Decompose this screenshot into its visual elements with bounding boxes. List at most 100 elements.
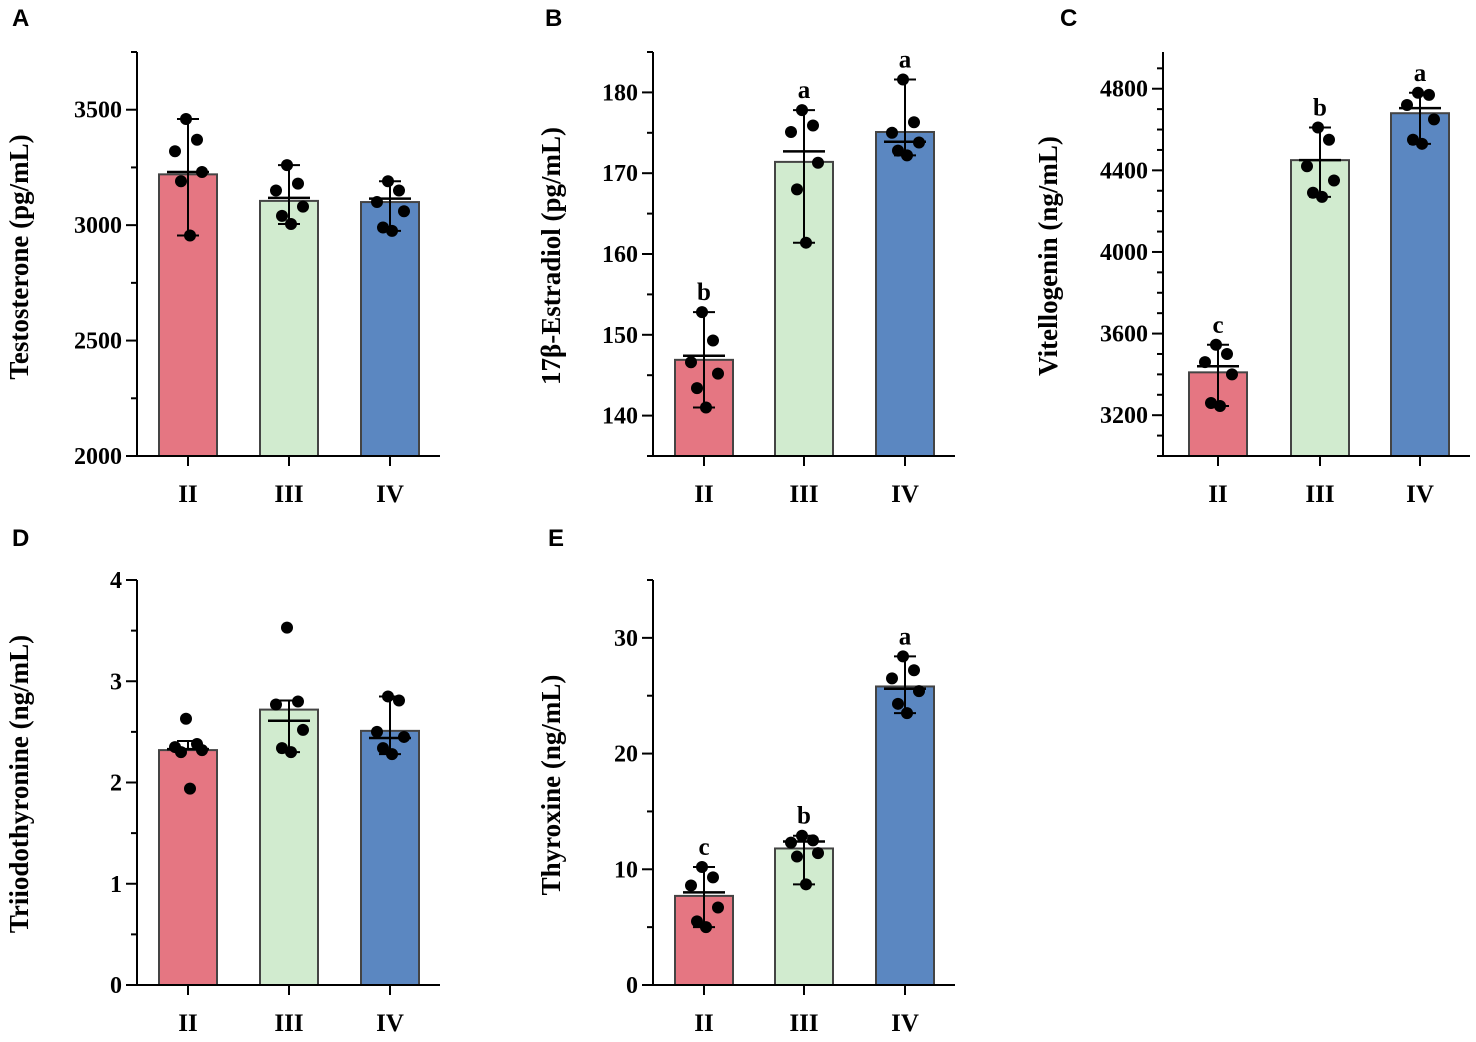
- data-point-C-III: [1328, 174, 1340, 187]
- data-point-A-II: [175, 175, 187, 188]
- y-axis-label-A: Testosterone (pg/mL): [4, 134, 34, 379]
- data-point-B-II: [712, 367, 724, 380]
- data-point-A-IV: [393, 184, 405, 197]
- data-point-B-IV: [913, 136, 925, 149]
- data-point-E-II: [696, 860, 708, 873]
- data-point-C-II: [1221, 347, 1233, 360]
- y-axis-label-E: Thyroxine (ng/mL): [536, 675, 566, 896]
- x-tick-label-B-II: II: [694, 481, 713, 508]
- bar-C-III: [1290, 159, 1350, 457]
- data-point-A-IV: [382, 175, 394, 188]
- data-point-C-IV: [1412, 86, 1424, 99]
- data-point-A-IV: [398, 205, 410, 218]
- significance-label-B-III: a: [798, 77, 811, 104]
- data-point-D-III: [276, 742, 288, 755]
- data-point-B-II: [707, 334, 719, 347]
- data-point-E-IV: [897, 650, 909, 663]
- data-point-A-II: [191, 133, 203, 146]
- significance-label-C-IV: a: [1414, 60, 1427, 87]
- data-point-D-III: [297, 723, 309, 736]
- y-axis-label-C: Vitellogenin (ng/mL): [1033, 136, 1063, 376]
- y-tick-label-B: 140: [602, 404, 638, 430]
- bar-E-IV: [875, 685, 935, 986]
- y-tick-label-A: 2000: [74, 444, 122, 470]
- y-axis-label-D: Triiodothyronine (ng/mL): [4, 635, 34, 933]
- data-point-B-II: [691, 382, 703, 395]
- x-tick-label-D-III: III: [274, 1010, 303, 1037]
- y-tick-label-B: 150: [602, 323, 638, 349]
- data-point-A-II: [180, 112, 192, 125]
- data-point-B-II: [685, 356, 697, 369]
- data-point-C-II: [1214, 400, 1226, 413]
- panel-letter-B: B: [545, 5, 562, 32]
- y-tick-label-A: 3500: [74, 98, 122, 124]
- data-point-B-III: [785, 125, 797, 138]
- bar-C-IV: [1390, 112, 1450, 457]
- y-tick-label-D: 3: [110, 669, 122, 695]
- data-point-D-IV: [386, 748, 398, 761]
- x-tick-label-D-IV: IV: [376, 1010, 404, 1037]
- data-point-C-II: [1199, 356, 1211, 369]
- x-tick-label-E-IV: IV: [891, 1010, 919, 1037]
- y-tick-label-C: 3600: [1100, 322, 1148, 348]
- significance-label-B-II: b: [697, 279, 711, 306]
- data-point-E-IV: [901, 707, 913, 720]
- bar-C-II: [1188, 371, 1248, 458]
- panel-B: B 17β-Estradiol (pg/mL) 140 150 160 170 180 I…: [536, 5, 955, 508]
- bar-A-IV: [360, 201, 420, 457]
- y-tick-label-A: 3000: [74, 213, 122, 239]
- data-point-D-IV: [382, 690, 394, 703]
- bar-A-III: [259, 199, 319, 457]
- data-point-D-II: [196, 744, 208, 757]
- x-tick-label-E-III: III: [789, 1010, 818, 1037]
- y-tick-label-A: 2500: [74, 329, 122, 355]
- x-tick-label-E-II: II: [694, 1010, 713, 1037]
- data-point-D-II: [175, 746, 187, 759]
- data-point-E-III: [785, 836, 797, 849]
- panel-letter-E: E: [548, 525, 564, 552]
- data-point-A-IV: [386, 224, 398, 237]
- y-tick-label-C: 4000: [1100, 240, 1148, 266]
- data-point-A-III: [297, 200, 309, 213]
- y-tick-label-D: 1: [110, 872, 122, 898]
- data-point-D-III: [285, 746, 297, 759]
- significance-label-C-II: c: [1212, 312, 1223, 339]
- data-point-E-III: [807, 834, 819, 847]
- y-tick-label-D: 4: [110, 568, 122, 594]
- data-point-E-IV: [908, 664, 920, 677]
- x-tick-label-C-IV: IV: [1406, 481, 1434, 508]
- data-point-D-IV: [377, 742, 389, 755]
- y-axis-label-B: 17β-Estradiol (pg/mL): [536, 127, 566, 385]
- y-tick-label-B: 170: [602, 161, 638, 187]
- data-point-C-III: [1307, 186, 1319, 199]
- significance-label-C-III: b: [1313, 94, 1327, 121]
- significance-label-E-III: b: [797, 803, 811, 830]
- y-tick-label-E: 20: [614, 742, 638, 768]
- significance-label-E-IV: a: [899, 623, 912, 650]
- data-point-C-IV: [1428, 113, 1440, 126]
- data-point-B-III: [807, 119, 819, 132]
- data-point-D-IV: [398, 730, 410, 743]
- data-point-E-II: [712, 901, 724, 914]
- data-point-E-III: [812, 847, 824, 860]
- data-point-D-II: [180, 712, 192, 725]
- data-point-D-III: [270, 698, 282, 711]
- data-point-D-III: [281, 621, 293, 634]
- data-point-A-III: [276, 209, 288, 222]
- panel-letter-C: C: [1060, 5, 1077, 32]
- y-tick-label-B: 180: [602, 80, 638, 106]
- data-point-D-IV: [393, 694, 405, 707]
- panel-A: A Testosterone (pg/mL) 2000 2500 3000 3500 I…: [4, 5, 440, 508]
- data-point-C-III: [1316, 190, 1328, 203]
- data-point-A-II: [196, 166, 208, 179]
- data-point-E-II: [685, 879, 697, 892]
- data-point-B-IV: [901, 149, 913, 162]
- panel-C: C Vitellogenin (ng/mL) 3200 3600 4000 4400 4…: [1033, 5, 1470, 508]
- x-tick-label-C-III: III: [1305, 481, 1334, 508]
- x-tick-label-C-II: II: [1208, 481, 1227, 508]
- data-point-C-IV: [1423, 88, 1435, 101]
- data-point-C-IV: [1401, 99, 1413, 112]
